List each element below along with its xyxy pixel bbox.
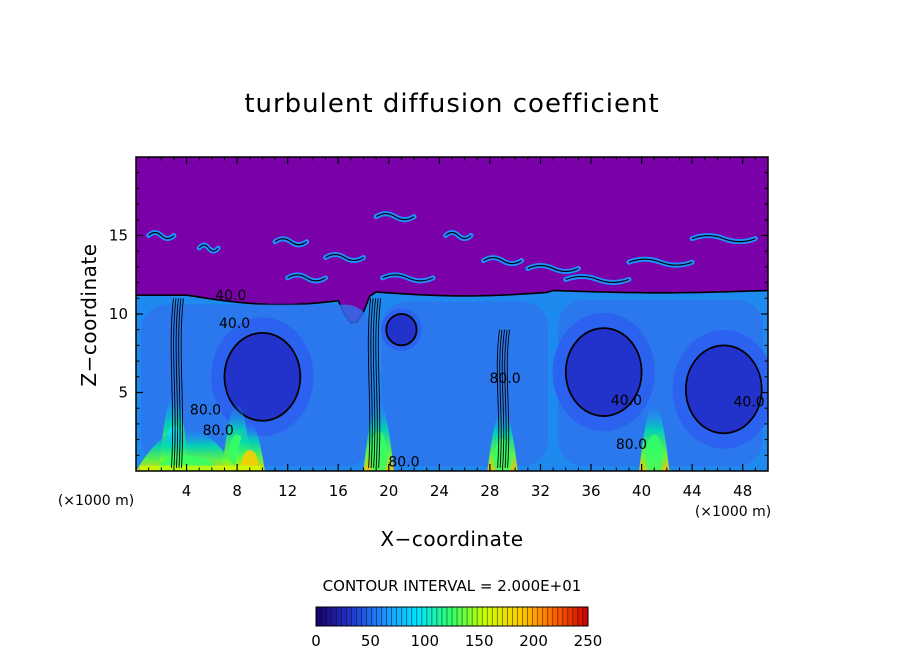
plume-contour-1-1 [170,298,174,468]
plume-contour-2-4 [375,298,379,468]
vortex-core-1 [223,331,302,422]
filament-contour-5 [375,213,415,221]
plume-contour-2-1 [367,298,372,468]
contour-label-1: 40.0 [215,288,246,304]
x-axis-ticks: 4 8 12 16 20 24 28 32 36 40 44 48 [148,157,756,500]
chart-title: turbulent diffusion coefficient [244,89,659,119]
filament-contour-4 [325,253,364,262]
filament-contour-6 [445,231,472,240]
colorbar-tick-label-50: 50 [361,632,380,650]
plume-contour-2-3 [372,298,377,468]
x-tick-label-4: 4 [182,482,192,500]
x-tick-label-12: 12 [278,482,297,500]
filament-contour-8 [527,264,579,273]
plume-contour-2-2 [370,298,374,468]
x-tick-label-36: 36 [581,482,600,500]
updraft-plume-7 [136,428,238,471]
plume-contour-3-2 [499,329,503,468]
x-tick-label-16: 16 [329,482,348,500]
filament-contour-12 [287,274,326,282]
plume-core-4 [370,431,388,471]
filament-contour-1 [148,231,175,240]
contour-label-7: 40.0 [611,393,642,409]
y-tick-label-5: 5 [118,384,128,402]
plume-contour-3-5 [506,329,511,468]
vortex-core-2 [564,327,643,417]
layer-top-contour [136,289,768,324]
x-axis-title: X−coordinate [380,527,523,551]
vortex-core-4 [385,313,418,347]
plume-core-6 [645,434,663,471]
x-tick-label-28: 28 [480,482,499,500]
plume-contour-1-5 [180,298,184,468]
plume-contour-3-3 [501,329,506,468]
colorbar-frame [315,606,589,627]
contour-label-9: 40.0 [733,395,764,411]
contour-interval-label: CONTOUR INTERVAL = 2.000E+01 [323,577,582,595]
plume-contour-1-2 [173,298,177,468]
colorbar-tick-label-150: 150 [465,632,494,650]
y-tick-label-10: 10 [109,305,128,323]
x-tick-label-32: 32 [531,482,550,500]
plume-contour-1-4 [178,298,182,468]
filament-contour-11 [691,235,756,243]
x-tick-label-40: 40 [632,482,651,500]
filament-contour-7 [483,257,522,265]
contour-label-6: 80.0 [388,454,419,470]
plume-contour-1-3 [175,298,179,468]
colorbar-tick-label-100: 100 [410,632,439,650]
colorbar: 0 50 100 150 200 250 [311,606,603,650]
filament-contour-10 [628,258,693,266]
filament-contour-2 [198,244,219,252]
vortex-core-3 [684,344,763,435]
contour-label-4: 80.0 [203,423,234,439]
filament-contour-3 [274,238,308,246]
colorbar-tick-label-200: 200 [519,632,548,650]
y-tick-label-15: 15 [109,227,128,245]
surface-layer [139,465,263,471]
contour-label-5: 80.0 [490,371,521,387]
y-axis-ticks: 5 10 15 [109,172,768,456]
y-axis-title: Z−coordinate [77,243,101,386]
x-tick-label-24: 24 [430,482,449,500]
x-tick-label-44: 44 [683,482,702,500]
colorbar-tick-label-250: 250 [574,632,603,650]
filament-contour-9 [565,275,630,284]
contour-label-3: 80.0 [190,402,221,418]
filament-contour-13 [382,274,434,282]
plume-contour-2-5 [377,298,382,468]
plot-field: 40.0 40.0 80.0 80.0 80.0 80.0 40.0 80.0 40.0 [136,157,768,471]
plume-contour-3-4 [504,329,508,468]
plume-contour-3-1 [496,329,501,468]
contour-label-8: 80.0 [616,437,647,453]
contour-label-2: 40.0 [219,316,250,332]
x-tick-label-48: 48 [733,482,752,500]
x-unit-label-right: (×1000 m) [695,504,771,520]
x-unit-label-left: (×1000 m) [58,493,134,509]
plot-area: 40.0 40.0 80.0 80.0 80.0 80.0 40.0 80.0 40.0 [135,156,769,472]
x-tick-label-8: 8 [232,482,242,500]
x-tick-label-20: 20 [379,482,398,500]
colorbar-tick-label-0: 0 [311,632,321,650]
